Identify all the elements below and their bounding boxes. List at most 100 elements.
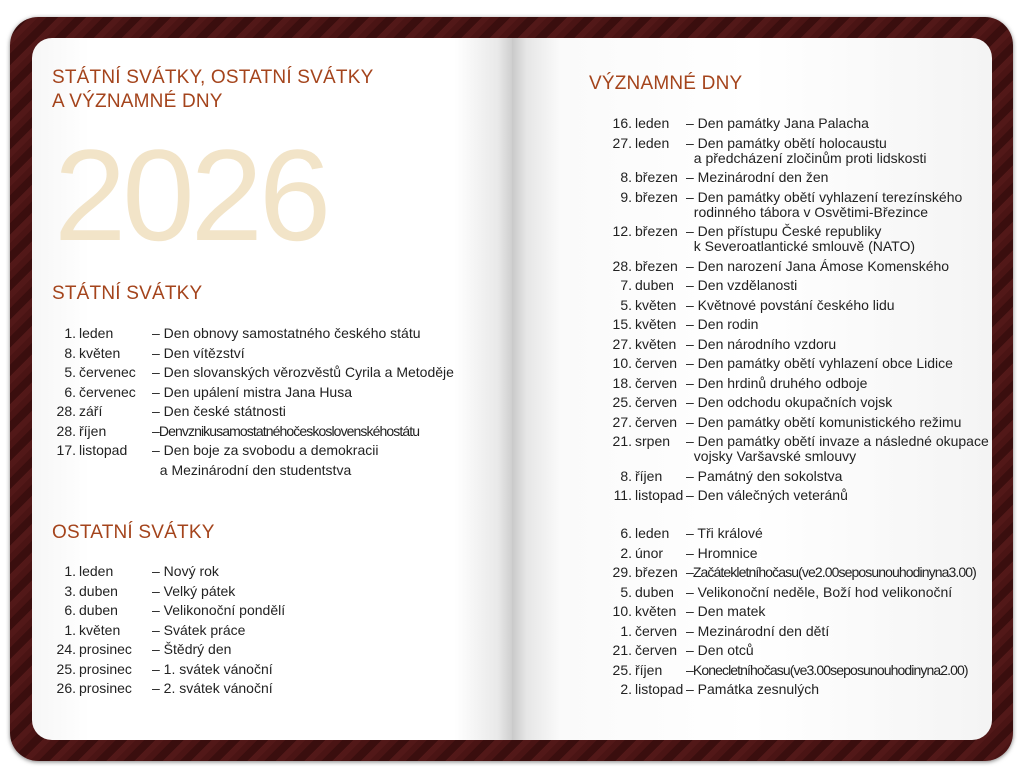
list-item: 28. březen – Den narození Jana Ámose Komen… (590, 258, 989, 274)
month-name: listopad (79, 442, 128, 458)
day-number: 25. (56, 660, 76, 677)
month-name: duben (79, 582, 118, 599)
day-description: – Den upálení mistra Jana Husa (152, 383, 352, 400)
day-number: 24. (56, 641, 76, 657)
day-description: – Den odchodu okupačních vojsk (686, 394, 893, 410)
ostatni-svatky-heading: OSTATNÍ SVÁTKY (52, 522, 215, 543)
month-name: červen (635, 374, 678, 391)
left-page: STÁTNÍ SVÁTKY, OSTATNÍ SVÁTKY A VÝZNAMNÉ… (32, 38, 512, 740)
day-description: – Mezinárodní den dětí (686, 622, 830, 639)
day-description: – Mezinárodní den žen (686, 169, 829, 185)
day-description: – Hromnice (686, 544, 758, 561)
list-item: 5. červenec – Den slovanských věrozvěstů C… (52, 363, 454, 383)
day-description: – Tři králové (686, 525, 763, 541)
list-item: 26. prosinec – 2. svátek vánoční (52, 679, 285, 699)
list-item: 25. červen – Den odchodu okupačních vojsk (590, 395, 989, 410)
day-description: – Den slovanských věrozvěstů Cyrila a Me… (152, 364, 454, 380)
day-number: 6. (620, 525, 632, 541)
month-name: prosinec (79, 680, 132, 696)
day-number: 28. (56, 403, 76, 419)
day-number: 21. (612, 433, 632, 449)
month-name: leden (635, 115, 670, 131)
day-description: – Den hrdinů druhého odboje (686, 374, 868, 391)
list-item: 8. květen – Den vítězství (52, 344, 454, 364)
day-number: 15. (612, 316, 632, 332)
day-description: – Květnové povstání českého lidu (686, 296, 895, 313)
list-item: 6. červenec – Den upálení mistra Jana Husa (52, 383, 454, 403)
day-description: – 2. svátek vánoční (152, 680, 273, 696)
day-number: 11. (613, 487, 632, 503)
month-name: leden (635, 525, 670, 541)
list-item: 24. prosinec – Štědrý den (52, 640, 285, 660)
month-name: listopad (635, 487, 684, 503)
list-item: 28. září – Den české státnosti (52, 402, 454, 422)
day-number: 6. (64, 383, 76, 400)
day-number: 1. (620, 622, 632, 639)
day-number: 25. (612, 394, 632, 410)
list-item: 15. květen – Den rodin (590, 317, 989, 332)
list-item: 18. červen – Den hrdinů druhého odboje (590, 374, 989, 391)
month-name: březen (635, 564, 678, 580)
month-name: září (79, 403, 103, 419)
list-item: 25. prosinec – 1. svátek vánoční (52, 660, 285, 680)
month-name: květen (635, 316, 677, 332)
day-description: – Den otců (686, 642, 754, 658)
page-title: STÁTNÍ SVÁTKY, OSTATNÍ SVÁTKY A VÝZNAMNÉ… (52, 66, 373, 114)
day-number: 5. (64, 364, 76, 380)
day-number: 5. (620, 296, 632, 313)
day-description: –Konecletníhočasu(ve3.00seposunouhodinyn… (686, 661, 969, 678)
statni-svatky-list: 1. leden – Den obnovy samostatného českého… (52, 324, 454, 480)
day-description: – Velikonoční neděle, Boží hod velikonoč… (686, 583, 953, 600)
day-description: – Den památky Jana Palacha (686, 115, 869, 131)
day-number: 28. (56, 422, 76, 439)
month-name: duben (635, 277, 674, 293)
month-name: červen (635, 413, 678, 430)
month-name: únor (635, 544, 664, 561)
day-number: 27. (612, 413, 632, 430)
day-number: 2. (620, 544, 632, 561)
day-number: 1. (64, 563, 76, 579)
statni-svatky-heading: STÁTNÍ SVÁTKY (52, 283, 203, 304)
month-name: říjen (635, 467, 663, 484)
month-name: březen (635, 188, 678, 205)
list-item: 10. květen – Den matek (590, 604, 976, 619)
vyznamne-dny-list: 16. leden – Den památky Jana Palacha 27. led… (590, 116, 989, 508)
month-name: srpen (635, 433, 671, 449)
month-name: prosinec (79, 641, 132, 657)
list-item: 3. duben – Velký pátek (52, 582, 285, 602)
title-line: STÁTNÍ SVÁTKY, OSTATNÍ SVÁTKY (52, 67, 374, 88)
day-description: –Začátekletníhočasu(ve2.00seposunouhodin… (686, 564, 977, 580)
day-number: 8. (620, 467, 632, 484)
month-name: listopad (635, 681, 684, 697)
day-number: 27. (612, 335, 632, 352)
month-name: květen (635, 296, 677, 313)
day-number: 3. (64, 582, 76, 599)
day-number: 12. (612, 223, 632, 239)
list-item: 1. leden – Nový rok (52, 562, 285, 582)
day-description: –Denvznikusamostatnéhočeskoslovenskéhost… (152, 422, 420, 439)
list-item: 7. duben – Den vzdělanosti (590, 278, 989, 293)
list-item: 10. červen – Den památky obětí vyhlazení o… (590, 356, 989, 371)
list-item: 21. červen – Den otců (590, 643, 976, 658)
list-item: 9. březen – Den památky obětí vyhlazení te… (590, 188, 989, 220)
month-name: leden (79, 325, 114, 341)
day-number: 10. (612, 355, 632, 371)
month-name: březen (635, 223, 678, 239)
month-name: červenec (79, 364, 136, 380)
day-number: 7. (620, 277, 632, 293)
month-name: červen (635, 622, 678, 639)
list-item: 25. říjen –Konecletníhočasu(ve3.00seposuno… (590, 661, 976, 678)
day-description: – Den památky obětí vyhlazení obce Lidic… (686, 355, 953, 371)
day-number: 10. (612, 603, 632, 619)
day-number: 17. (56, 442, 76, 458)
right-page: VÝZNAMNÉ DNY 16. leden – Den památky Jana … (512, 38, 992, 740)
list-item: 16. leden – Den památky Jana Palacha (590, 116, 989, 131)
list-item: 5. duben – Velikonoční neděle, Boží hod ve… (590, 583, 976, 600)
day-description: – Štědrý den (152, 641, 232, 657)
day-number: 16. (612, 115, 632, 131)
month-name: duben (635, 583, 674, 600)
month-name: duben (79, 602, 118, 618)
month-name: leden (635, 134, 670, 151)
day-description: – Den válečných veteránů (686, 487, 848, 503)
day-number: 25. (612, 661, 632, 678)
